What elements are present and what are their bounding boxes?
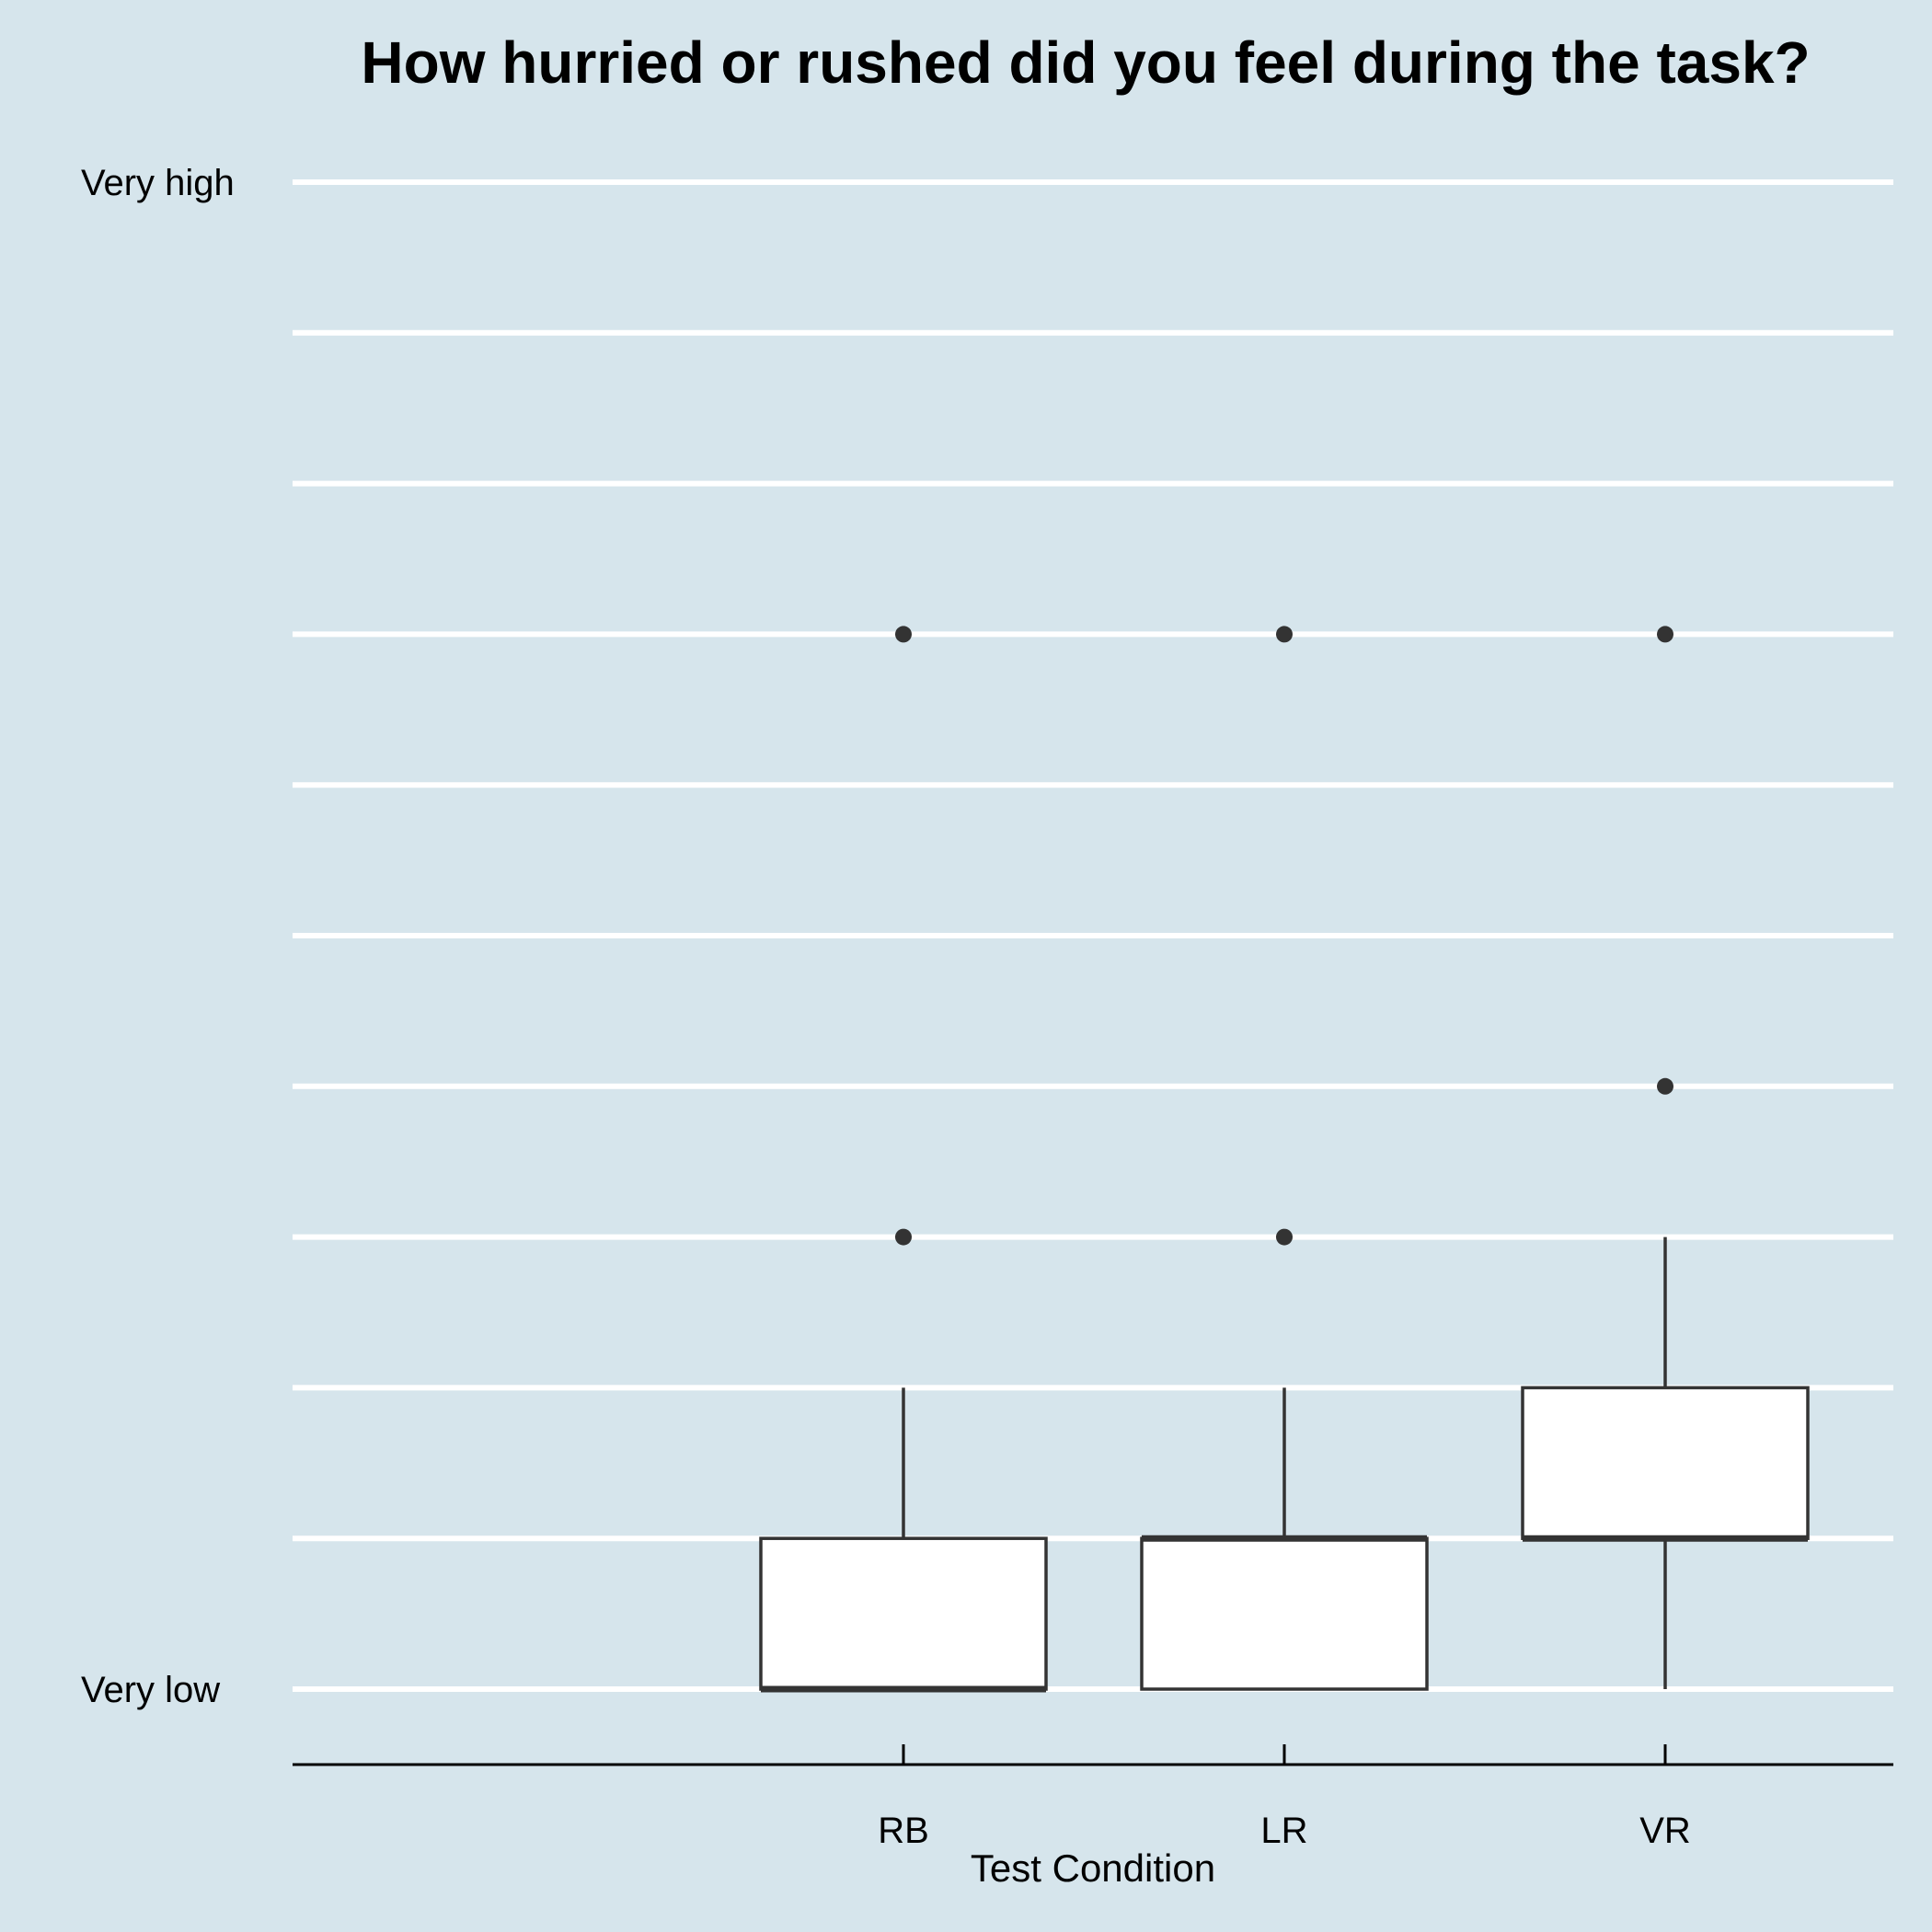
y-tick-label: Very high (81, 163, 235, 203)
chart-title: How hurried or rushed did you feel durin… (361, 29, 1810, 96)
x-ticks: RB LR VR (878, 1744, 1691, 1851)
iqr-box (1140, 1536, 1429, 1691)
iqr-box (1521, 1386, 1810, 1540)
outlier-point (895, 1228, 912, 1246)
box-lr (1140, 626, 1429, 1691)
gridlines (293, 179, 1893, 1692)
boxes (759, 626, 1810, 1693)
x-tick-label-rb: RB (878, 1811, 929, 1851)
outlier-point (1657, 1077, 1673, 1095)
outlier-point (895, 626, 912, 643)
outlier-point (1276, 626, 1293, 643)
x-tick-label-lr: LR (1260, 1811, 1307, 1851)
outlier-point (1657, 626, 1673, 643)
x-axis-title: Test Condition (971, 1846, 1215, 1890)
box-vr (1521, 626, 1810, 1689)
x-tick-label-vr: VR (1639, 1811, 1691, 1851)
box-rb (759, 626, 1048, 1693)
y-tick-label: Very low (81, 1670, 220, 1710)
outlier-point (1276, 1228, 1293, 1246)
iqr-box (759, 1536, 1048, 1691)
y-tick-labels: Very low Very high (81, 163, 235, 1710)
